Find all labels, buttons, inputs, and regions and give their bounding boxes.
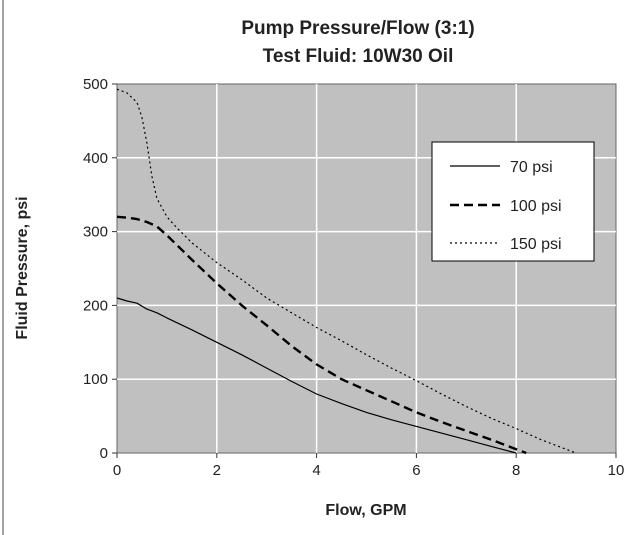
chart-title-line-1: Pump Pressure/Flow (3:1) [241,18,474,39]
chart-title-line-2: Test Fluid: 10W30 Oil [263,46,454,67]
legend-label-150-psi: 150 psi [510,236,562,253]
legend-label-100-psi: 100 psi [510,198,562,215]
x-tick-label: 8 [512,462,520,479]
y-tick-label: 0 [100,445,108,462]
y-tick-labels: 0 100 200 300 400 500 [83,76,117,462]
series-line-100-psi [116,215,527,455]
legend: 70 psi 100 psi 150 psi [431,141,595,262]
x-axis-label: Flow, GPM [325,502,406,519]
y-tick-label: 100 [83,371,108,388]
series-lines [116,88,577,455]
x-tick-label: 4 [312,462,320,479]
series-line-70-psi [116,297,517,454]
plot-area [116,83,617,454]
x-tick-label: 2 [213,462,221,479]
y-tick-label: 200 [83,297,108,314]
series-line-150-psi [116,88,577,454]
y-tick-label: 300 [83,224,108,241]
y-tick-label: 400 [83,150,108,167]
legend-label-70-psi: 70 psi [510,159,553,176]
legend-box [431,141,595,262]
x-tick-label: 10 [608,462,625,479]
y-axis-label: Fluid Pressure, psi [14,196,31,339]
x-tick-label: 0 [113,462,121,479]
x-tick-label: 6 [412,462,420,479]
y-tick-label: 500 [83,76,108,93]
x-tick-labels: 0 2 4 6 8 10 [113,453,625,479]
